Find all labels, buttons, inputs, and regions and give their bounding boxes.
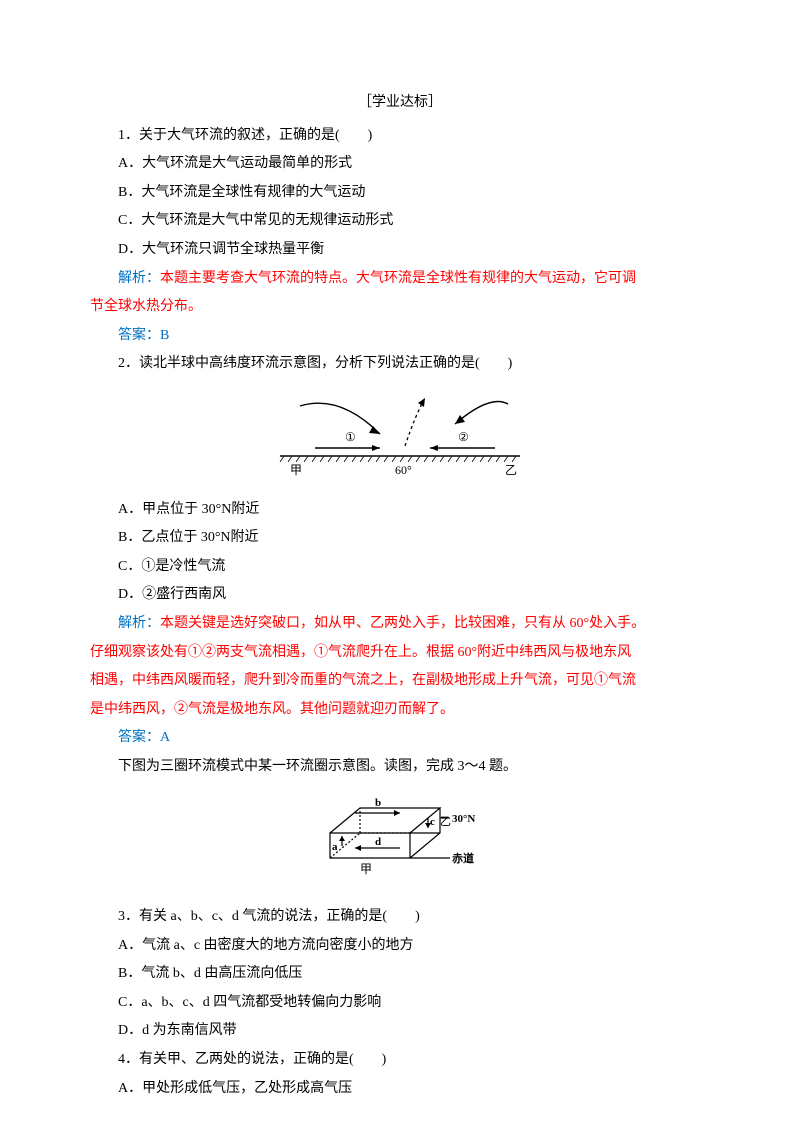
q1-stem: 1．关于大气环流的叙述，正确的是( ) xyxy=(90,123,710,150)
q1-option-b: B．大气环流是全球性有规律的大气运动 xyxy=(90,180,710,207)
q1-answer: 答案：B xyxy=(90,323,710,350)
answer-label: 答案： xyxy=(118,328,160,343)
fig1-label-yi: 乙 xyxy=(505,463,517,476)
fig1-label-jia: 甲 xyxy=(290,463,302,476)
q4-stem: 4．有关甲、乙两处的说法，正确的是( ) xyxy=(90,1047,710,1074)
analysis-label: 解析： xyxy=(118,616,160,631)
q1-option-a: A．大气环流是大气运动最简单的形式 xyxy=(90,151,710,178)
q2-analysis-line3: 相遇，中纬西风暖而轻，爬升到冷而重的气流之上，在副极地形成上升气流，可见①气流 xyxy=(90,668,710,695)
q2-option-b: B．乙点位于 30°N附近 xyxy=(90,525,710,552)
analysis-label: 解析： xyxy=(118,271,160,286)
q2-option-c: C．①是冷性气流 xyxy=(90,554,710,581)
q4-option-a: A．甲处形成低气压，乙处形成高气压 xyxy=(90,1076,710,1103)
fig2-label-30n: 30°N xyxy=(452,813,475,825)
q1-option-c: C．大气环流是大气中常见的无规律运动形式 xyxy=(90,208,710,235)
fig2-label-c: c xyxy=(430,816,435,828)
q1-analysis-text: 本题主要考查大气环流的特点。大气环流是全球性有规律的大气运动，它可调 xyxy=(160,271,636,286)
q1-analysis-line2: 节全球水热分布。 xyxy=(90,294,710,321)
fig1-label-two: ② xyxy=(458,430,469,444)
circulation-diagram-icon: ① ② 甲 60° 乙 xyxy=(260,386,540,476)
q3-option-c: C．a、b、c、d 四气流都受地转偏向力影响 xyxy=(90,990,710,1017)
q2-stem: 2．读北半球中高纬度环流示意图，分析下列说法正确的是( ) xyxy=(90,351,710,378)
q3-option-a: A．气流 a、c 由密度大的地方流向密度小的地方 xyxy=(90,933,710,960)
q3-option-b: B．气流 b、d 由高压流向低压 xyxy=(90,961,710,988)
fig2-label-b: b xyxy=(375,797,381,809)
q3-option-d: D．d 为东南信风带 xyxy=(90,1018,710,1045)
q2-option-a: A．甲点位于 30°N附近 xyxy=(90,497,710,524)
q2-option-d: D．②盛行西南风 xyxy=(90,582,710,609)
q1-analysis-line1: 解析：本题主要考查大气环流的特点。大气环流是全球性有规律的大气运动，它可调 xyxy=(90,266,710,293)
fig2-label-jia: 甲 xyxy=(360,862,372,876)
fig2-label-d: d xyxy=(375,836,381,848)
q3-stem: 3．有关 a、b、c、d 气流的说法，正确的是( ) xyxy=(90,904,710,931)
q2-answer: 答案：A xyxy=(90,725,710,752)
q2-answer-value: A xyxy=(160,730,170,745)
fig1-label-one: ① xyxy=(345,430,356,444)
fig2-label-a: a xyxy=(332,841,338,853)
q1-option-d: D．大气环流只调节全球热量平衡 xyxy=(90,237,710,264)
fig1-label-60: 60° xyxy=(395,463,412,476)
q1-answer-value: B xyxy=(160,328,169,343)
figure-1: ① ② 甲 60° 乙 xyxy=(90,386,710,487)
q2-analysis-text1: 本题关键是选好突破口，如从甲、乙两处入手，比较困难，只有从 60°处入手。 xyxy=(160,616,645,631)
intro-3-4: 下图为三圈环流模式中某一环流圈示意图。读图，完成 3～4 题。 xyxy=(90,754,710,781)
fig2-label-equator: 赤道 xyxy=(452,851,474,865)
fig2-label-yi: 乙 xyxy=(440,815,451,828)
figure-2: a b c d 甲 乙 30°N 赤道 xyxy=(90,788,710,894)
q2-analysis-line4: 是中纬西风，②气流是极地东风。其他问题就迎刃而解了。 xyxy=(90,697,710,724)
section-title: ［学业达标］ xyxy=(90,90,710,117)
answer-label: 答案： xyxy=(118,730,160,745)
cell-circulation-icon: a b c d 甲 乙 30°N 赤道 xyxy=(300,788,500,883)
q2-analysis-line2: 仔细观察该处有①②两支气流相遇，①气流爬升在上。根据 60°附近中纬西风与极地东… xyxy=(90,640,710,667)
q2-analysis-line1: 解析：本题关键是选好突破口，如从甲、乙两处入手，比较困难，只有从 60°处入手。 xyxy=(90,611,710,638)
